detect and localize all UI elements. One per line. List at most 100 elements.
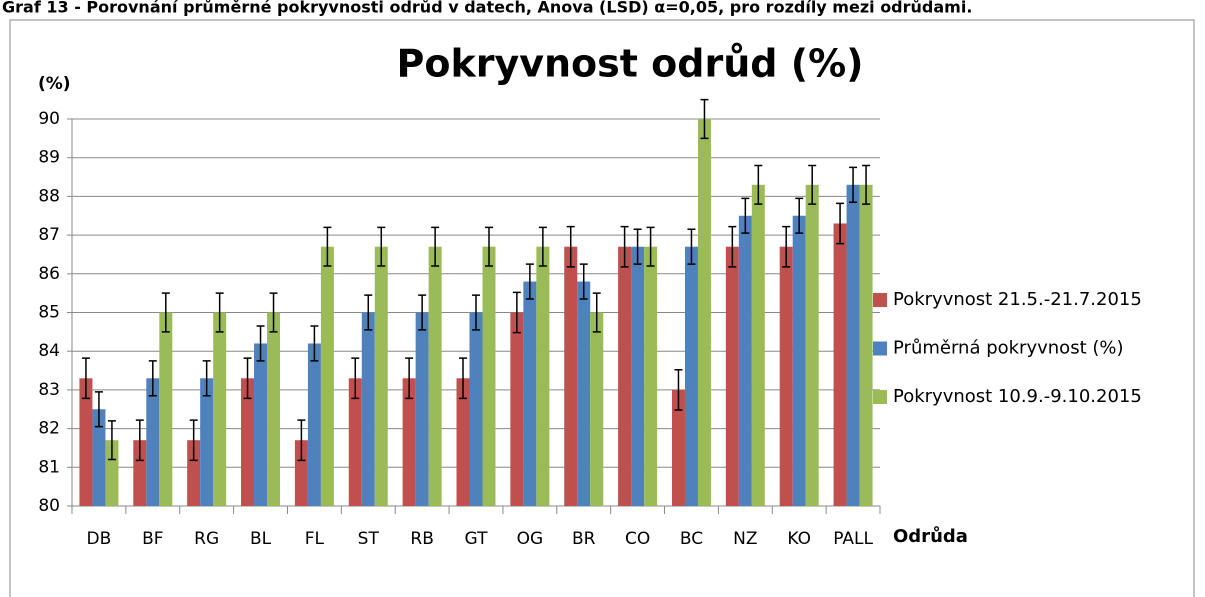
error-bar bbox=[310, 325, 319, 362]
x-tick-label: DB bbox=[87, 529, 112, 549]
error-bar bbox=[674, 369, 683, 411]
bar bbox=[469, 312, 483, 506]
error-bar bbox=[579, 263, 588, 300]
error-bar bbox=[189, 419, 198, 462]
x-tick-label: RB bbox=[410, 529, 433, 549]
bar bbox=[779, 246, 793, 506]
y-tick-label: 80 bbox=[38, 496, 60, 516]
y-axis-label: (%) bbox=[38, 74, 71, 94]
bar bbox=[146, 378, 160, 506]
caption: Graf 13 - Porovnání průměrné pokryvnosti… bbox=[2, 0, 972, 17]
y-tick-label: 83 bbox=[38, 380, 60, 400]
bar bbox=[697, 119, 711, 506]
error-bar bbox=[849, 166, 858, 203]
bar bbox=[536, 246, 550, 506]
error-bar bbox=[135, 419, 144, 462]
bar bbox=[523, 281, 537, 506]
error-bar bbox=[81, 357, 90, 400]
error-bar bbox=[418, 294, 427, 331]
error-bar bbox=[633, 228, 642, 265]
error-bar bbox=[94, 391, 103, 428]
bar bbox=[456, 378, 470, 506]
bar bbox=[482, 246, 496, 506]
bar bbox=[415, 312, 429, 506]
error-bar bbox=[107, 420, 116, 461]
error-bar bbox=[459, 357, 467, 400]
legend-swatch bbox=[873, 293, 887, 307]
legend-label: Pokryvnost 10.9.-9.10.2015 bbox=[893, 386, 1142, 407]
error-bar bbox=[741, 197, 750, 234]
error-bar bbox=[700, 98, 709, 140]
bar bbox=[267, 312, 281, 506]
bar bbox=[631, 246, 645, 506]
x-tick-label: NZ bbox=[733, 529, 757, 549]
bar bbox=[374, 246, 388, 506]
error-bar bbox=[202, 360, 211, 397]
bar bbox=[644, 246, 658, 506]
error-bar bbox=[728, 225, 737, 268]
bar bbox=[159, 312, 173, 506]
legend-label: Pokryvnost 21.5.-21.7.2015 bbox=[893, 289, 1142, 310]
error-bar bbox=[148, 360, 157, 397]
bar bbox=[213, 312, 227, 506]
y-tick-label: 85 bbox=[38, 303, 60, 323]
error-bar bbox=[646, 226, 655, 267]
error-bar bbox=[795, 197, 804, 234]
x-tick-label: OG bbox=[517, 529, 544, 549]
error-bar bbox=[256, 325, 265, 362]
error-bar bbox=[862, 164, 871, 205]
bar bbox=[564, 246, 578, 506]
bar bbox=[200, 378, 214, 506]
x-tick-label: PALL bbox=[833, 529, 873, 549]
bar bbox=[684, 246, 698, 506]
x-tick-label: ST bbox=[358, 529, 380, 549]
y-tick-label: 90 bbox=[38, 109, 60, 129]
bar bbox=[859, 184, 873, 507]
error-bar bbox=[472, 294, 480, 331]
x-tick-label: CO bbox=[625, 529, 650, 549]
bar bbox=[105, 440, 119, 506]
error-bar bbox=[364, 294, 373, 331]
x-tick-label: RG bbox=[194, 529, 219, 549]
error-bar bbox=[161, 292, 170, 333]
x-tick-label: BC bbox=[680, 529, 703, 549]
bar bbox=[833, 223, 847, 507]
error-bar bbox=[592, 292, 601, 333]
bar bbox=[79, 378, 93, 506]
y-tick-label: 86 bbox=[38, 264, 60, 284]
error-bar bbox=[525, 263, 534, 300]
legend-swatch bbox=[873, 341, 887, 356]
y-tick-label: 87 bbox=[38, 225, 60, 245]
bar bbox=[577, 281, 591, 506]
bar bbox=[241, 378, 255, 506]
x-tick-label: BR bbox=[572, 529, 596, 549]
y-tick-label: 81 bbox=[38, 457, 60, 477]
bar bbox=[402, 378, 416, 506]
bar bbox=[590, 312, 604, 506]
bar bbox=[307, 343, 321, 506]
y-tick-label: 84 bbox=[38, 341, 60, 361]
error-bar bbox=[836, 202, 845, 245]
error-bar bbox=[687, 228, 696, 265]
error-bar bbox=[566, 225, 575, 268]
bar bbox=[671, 389, 685, 506]
bar bbox=[133, 440, 147, 506]
x-axis-label: Odrůda bbox=[893, 525, 968, 547]
error-bar bbox=[538, 226, 547, 267]
error-bar bbox=[269, 292, 278, 333]
error-bar bbox=[323, 226, 332, 267]
error-bar bbox=[620, 225, 629, 268]
error-bar bbox=[485, 226, 493, 267]
y-tick-label: 89 bbox=[38, 148, 60, 168]
x-tick-label: BF bbox=[142, 529, 163, 549]
bar bbox=[846, 184, 860, 507]
legend-label: Průměrná pokryvnost (%) bbox=[893, 338, 1124, 359]
error-bar bbox=[243, 357, 252, 400]
y-tick-label: 88 bbox=[38, 186, 60, 206]
bar bbox=[751, 184, 765, 507]
error-bar bbox=[512, 291, 521, 334]
chart-title: Pokryvnost odrůd (%) bbox=[396, 42, 863, 86]
bar bbox=[725, 246, 739, 506]
x-tick-label: GT bbox=[465, 529, 489, 549]
